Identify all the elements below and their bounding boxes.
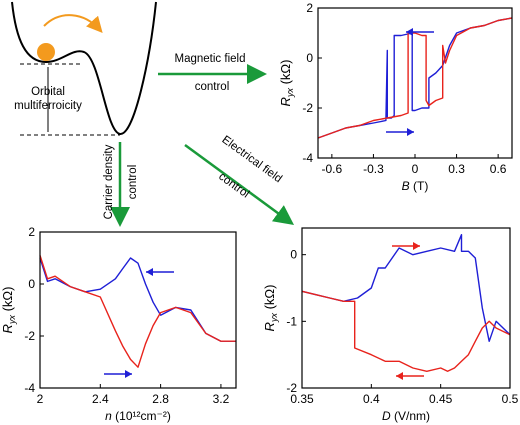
y-axis-label: Ryx (kΩ) (262, 285, 279, 332)
plot-frame (301, 227, 511, 389)
sweep-arrowhead (407, 128, 414, 136)
x-tick-label: -0.6 (322, 162, 343, 176)
x-label-part: (V/nm) (391, 409, 430, 423)
y-tick-label: 0 (306, 51, 313, 65)
y-label-part: yx (285, 88, 295, 99)
y-tick-label: -1 (286, 314, 297, 328)
x-tick-label: 0.6 (490, 162, 507, 176)
y-label-part: (kΩ) (278, 60, 293, 89)
data-line (317, 17, 513, 139)
y-tick-label: -4 (24, 381, 35, 395)
arrow-label: Carrier density (103, 144, 115, 219)
x-tick-label: 0.5 (502, 392, 519, 406)
sweep-arrowhead (125, 370, 132, 378)
y-tick-label: -2 (302, 101, 313, 115)
x-axis-label: n (10¹²cm⁻²) (105, 409, 171, 423)
y-axis-label: Ryx (kΩ) (0, 287, 17, 334)
data-line (39, 255, 236, 368)
x-tick-label: 0.4 (363, 392, 380, 406)
y-tick-label: 0 (28, 277, 35, 291)
x-tick-label: 2 (37, 392, 44, 406)
x-tick-label: 0.3 (448, 162, 465, 176)
energy-diagram: Orbital multiferroicity Magnetic field c… (11, 1, 295, 227)
arrow-label: control (216, 171, 251, 201)
ball (37, 43, 55, 61)
y-tick-label: 2 (28, 225, 35, 239)
x-label-part: (T) (410, 179, 429, 193)
diagram-label: Orbital (31, 86, 65, 98)
arrow-label: control (195, 81, 230, 93)
x-tick-label: 0.35 (290, 392, 314, 406)
y-label-part: R (262, 322, 277, 331)
y-tick-label: 2 (306, 1, 313, 15)
arrow-label: control (127, 165, 139, 200)
data-line (301, 290, 511, 372)
diagram-label: multiferroicity (14, 100, 82, 112)
y-tick-label: -4 (302, 151, 313, 165)
hop-arrow (43, 14, 103, 33)
x-axis-label: B (T) (402, 179, 429, 193)
x-label-part: (10¹²cm⁻²) (112, 409, 171, 423)
data-line (301, 234, 511, 342)
sweep-arrowhead (406, 28, 413, 36)
sweep-arrowhead (146, 268, 153, 276)
y-label-part: (kΩ) (262, 285, 277, 314)
x-tick-label: 3.2 (213, 392, 230, 406)
y-tick-label: 0 (290, 248, 297, 262)
x-tick-label: 2.4 (92, 392, 109, 406)
x-label-part: n (105, 409, 112, 423)
y-label-part: R (0, 324, 15, 333)
x-tick-label: -0.3 (363, 162, 384, 176)
data-line (317, 17, 513, 139)
y-tick-label: -2 (286, 381, 297, 395)
y-label-part: yx (7, 315, 17, 326)
x-tick-label: 0 (412, 162, 419, 176)
y-axis-label: Ryx (kΩ) (278, 60, 295, 107)
sweep-arrowhead (413, 242, 420, 250)
plot-frame (317, 7, 513, 159)
arrow-label: Magnetic field (175, 53, 246, 65)
data-line (39, 257, 236, 342)
plot-frame (39, 231, 237, 389)
x-label-part: B (402, 179, 410, 193)
y-label-part: R (278, 97, 293, 106)
x-tick-label: 0.45 (429, 392, 453, 406)
sweep-arrowhead (396, 372, 403, 380)
x-axis-label: D (V/nm) (382, 409, 430, 423)
x-tick-label: 2.8 (152, 392, 169, 406)
y-label-part: yx (269, 313, 279, 324)
control-arrow (184, 143, 295, 225)
potential-curve (11, 1, 157, 135)
y-tick-label: -2 (24, 329, 35, 343)
x-label-part: D (382, 409, 391, 423)
y-label-part: (kΩ) (0, 287, 15, 316)
